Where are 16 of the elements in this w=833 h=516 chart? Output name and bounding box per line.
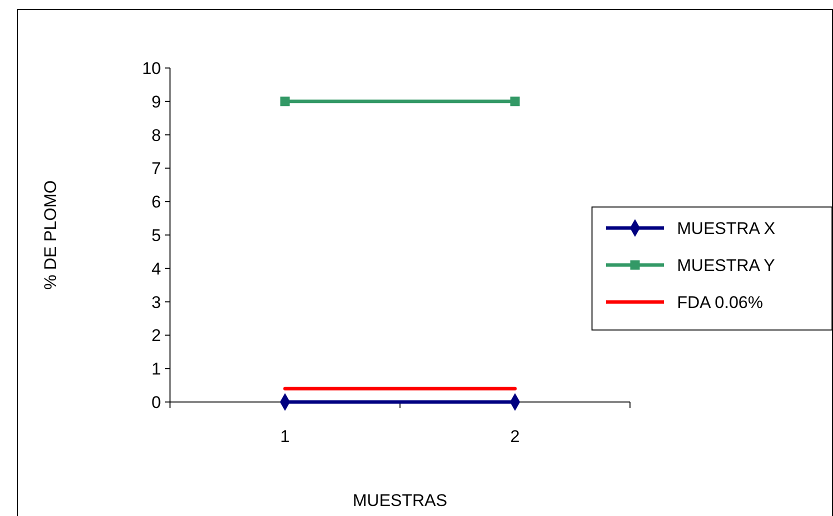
y-tick-label: 7: [152, 159, 161, 178]
legend-label: MUESTRA X: [677, 218, 776, 238]
y-tick-label: 2: [152, 326, 161, 346]
y-tick-label: 4: [152, 259, 161, 278]
y-tick-label: 9: [152, 92, 161, 112]
legend-label: FDA 0.06%: [677, 292, 763, 312]
y-tick-label: 8: [152, 126, 161, 145]
x-axis-title: MUESTRAS: [352, 491, 448, 510]
y-tick-label: 6: [152, 192, 161, 212]
legend-label: MUESTRA Y: [677, 256, 775, 275]
y-tick-label: 1: [152, 360, 161, 379]
y-tick-label: 0: [152, 392, 161, 412]
y-axis-title: % DE PLOMO: [41, 180, 60, 290]
y-tick-label: 10: [142, 58, 161, 78]
y-tick-label: 3: [152, 292, 161, 312]
y-tick-label: 5: [152, 226, 161, 245]
